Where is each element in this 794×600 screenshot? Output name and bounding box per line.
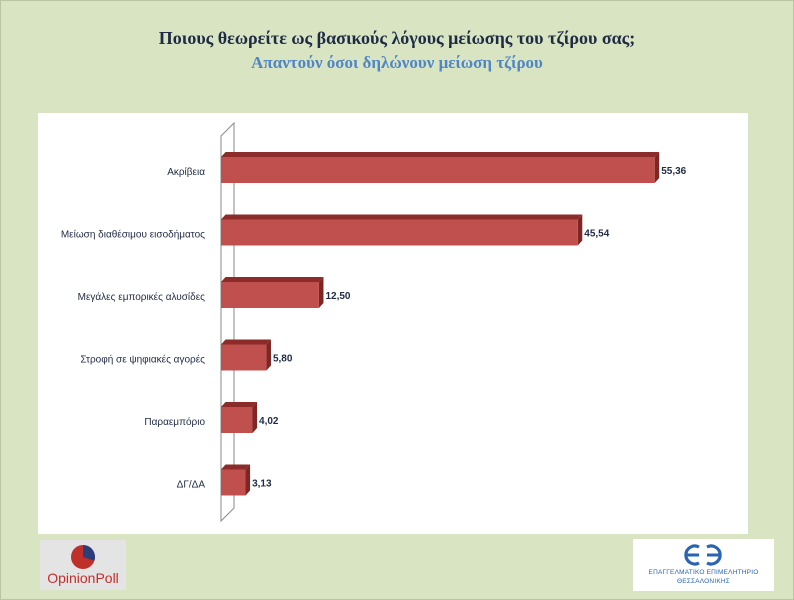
chart-subtitle: Απαντούν όσοι δηλώνουν μείωση τζίρου	[251, 53, 543, 72]
epimelitirio-line2: ΘΕΣΣΑΛΟΝΙΚΗΣ	[677, 578, 730, 585]
category-label-1: Μείωση διαθέσιμου εισοδήματος	[61, 229, 205, 241]
opinion-poll-text: OpinionPoll	[47, 570, 119, 586]
bar-2	[221, 282, 319, 308]
bar-top-3	[221, 339, 271, 345]
pie-circle-icon	[70, 544, 96, 575]
value-label-2: 12,50	[325, 291, 350, 302]
bar-top-4	[221, 402, 258, 407]
bar-3	[221, 344, 267, 371]
epimelitirio-logo: ΕΠΑΓΓΕΛΜΑΤΙΚΟ ΕΠΙΜΕΛΗΤΗΡΙΟ ΘΕΣΣΑΛΟΝΙΚΗΣ	[633, 539, 774, 591]
bar-side-3	[266, 339, 271, 371]
opinion-poll-logo: OpinionPoll	[40, 540, 126, 590]
chart-title: Ποιους θεωρείτε ως βασικούς λόγους μείωσ…	[158, 28, 636, 48]
category-label-0: Ακρίβεια	[167, 166, 205, 178]
bar-4	[221, 407, 253, 433]
value-label-5: 3,13	[252, 479, 272, 490]
bar-top-0	[221, 152, 660, 157]
bar-top-5	[221, 464, 251, 470]
category-label-5: ΔΓ/ΔΑ	[177, 480, 206, 491]
bar-top-2	[221, 277, 324, 282]
bar-side-5	[245, 464, 251, 496]
bar-side-4	[252, 402, 258, 433]
ee-monogram-icon	[679, 543, 727, 572]
value-label-4: 4,02	[259, 416, 279, 427]
epimelitirio-line1: ΕΠΑΓΓΕΛΜΑΤΙΚΟ ΕΠΙΜΕΛΗΤΗΡΙΟ	[648, 569, 759, 576]
bar-5	[221, 469, 246, 496]
category-label-2: Μεγάλες εμπορικές αλυσίδες	[78, 291, 206, 303]
category-label-3: Στροφή σε ψηφιακές αγορές	[80, 354, 205, 366]
bar-1	[221, 219, 578, 246]
bar-side-1	[577, 214, 583, 246]
value-label-1: 45,54	[584, 229, 609, 240]
bar-side-0	[654, 152, 660, 183]
value-label-3: 5,80	[273, 354, 293, 365]
bar-chart: 55,36 Ακρίβεια 45,54 Μείωση διαθέσιμου εισο…	[61, 121, 687, 523]
chart-panel: 55,36 Ακρίβεια 45,54 Μείωση διαθέσιμου εισο…	[38, 113, 748, 534]
bar-top-1	[221, 214, 583, 220]
bar-side-2	[318, 277, 324, 308]
chart-axis-wall	[220, 121, 235, 523]
bar-0	[221, 157, 655, 183]
value-label-0: 55,36	[661, 166, 686, 177]
category-label-4: Παραεμπόριο	[144, 416, 205, 428]
